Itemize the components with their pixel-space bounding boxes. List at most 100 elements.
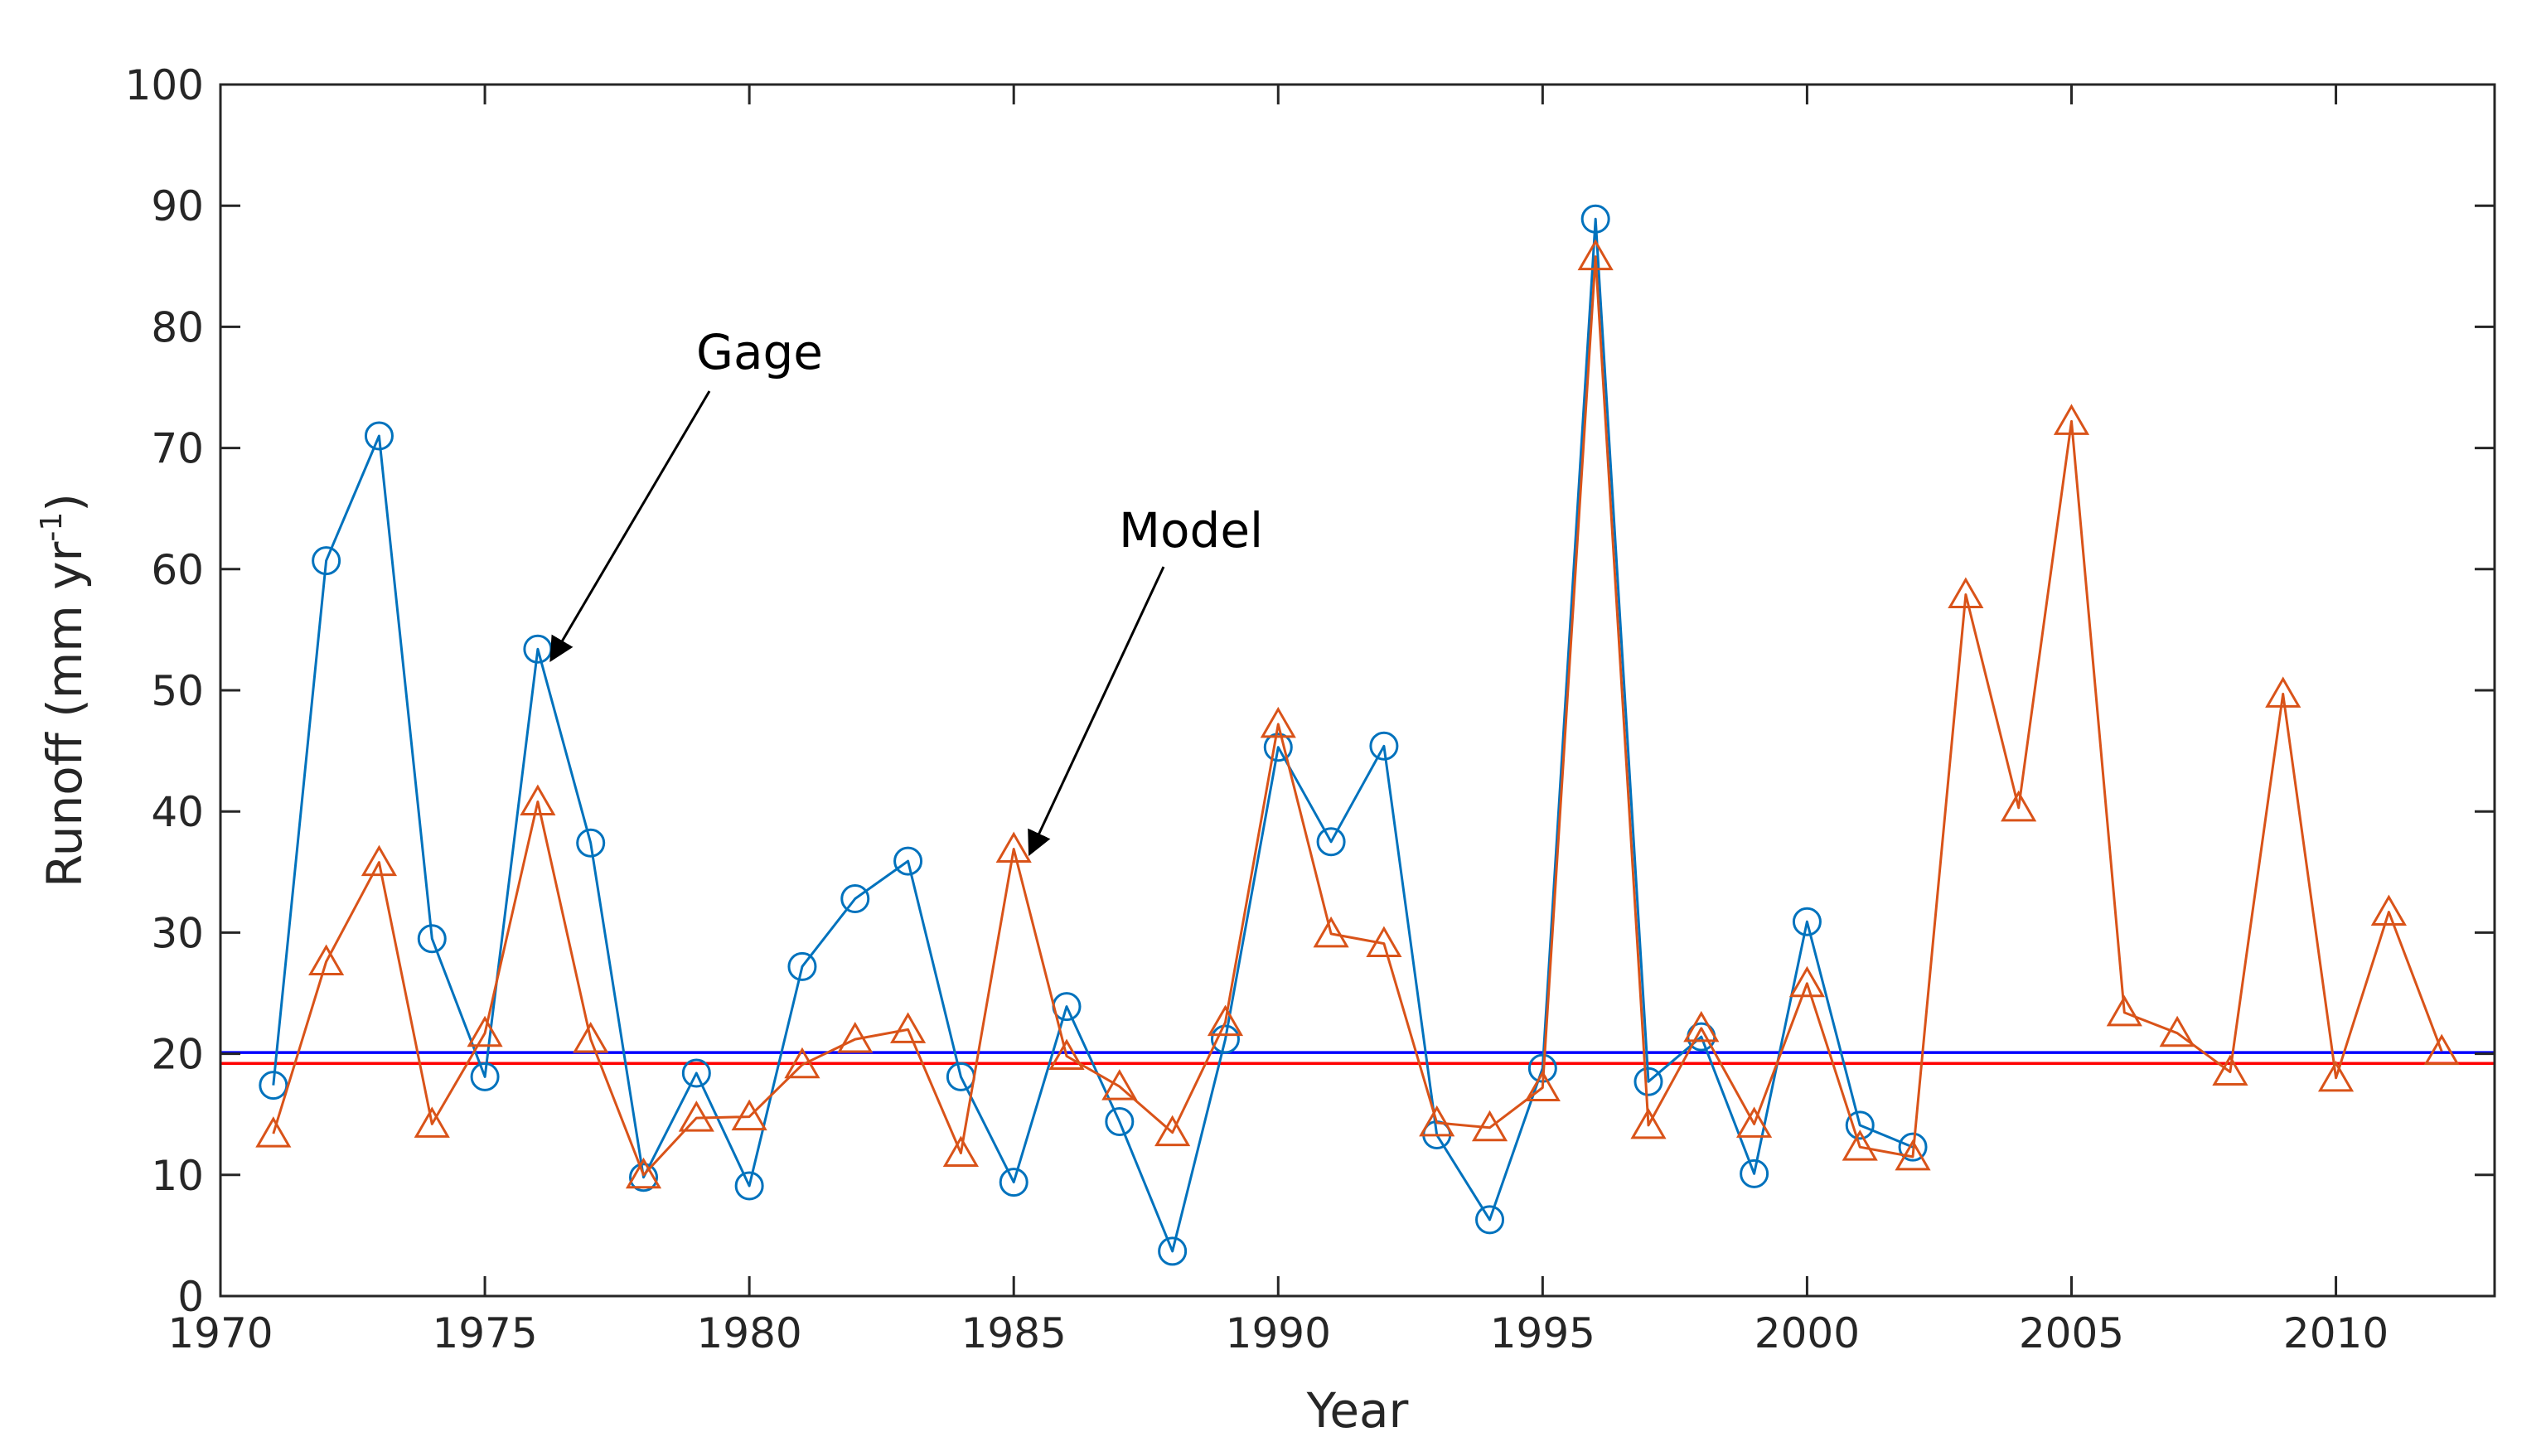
data-point xyxy=(2001,790,2037,822)
data-point xyxy=(731,1099,767,1131)
y-axis-title-close: ) xyxy=(36,493,93,512)
data-point xyxy=(1101,1069,1138,1100)
data-point xyxy=(255,1116,292,1148)
data-point xyxy=(893,846,923,876)
data-point xyxy=(1740,1159,1769,1188)
y-tick-label: 20 xyxy=(151,1031,204,1079)
data-point xyxy=(681,1058,711,1088)
y-tick-label: 70 xyxy=(151,425,204,473)
data-point xyxy=(942,1135,979,1167)
data-point xyxy=(1736,1106,1773,1138)
data-point xyxy=(1471,1110,1508,1142)
data-point xyxy=(840,883,870,913)
data-point xyxy=(1419,1105,1455,1137)
x-tick-label: 1970 xyxy=(167,1309,273,1357)
data-point xyxy=(1369,731,1399,761)
data-point xyxy=(414,1106,450,1138)
data-point xyxy=(1683,1010,1720,1042)
data-point xyxy=(1842,1129,1878,1161)
data-point xyxy=(787,951,817,981)
x-axis: 1970 1975 1980 1985 1990 1995 2000 2005 2010 xyxy=(167,85,2389,1357)
data-point xyxy=(1475,1205,1505,1235)
data-point xyxy=(2159,1015,2195,1047)
y-axis: 0 10 20 30 40 50 60 70 80 90 100 xyxy=(125,61,2495,1321)
data-point xyxy=(1895,1139,1931,1171)
model-annotation: Model xyxy=(1028,502,1263,857)
data-point xyxy=(573,1022,609,1053)
x-tick-label: 1985 xyxy=(961,1309,1067,1357)
data-point xyxy=(734,1171,764,1201)
y-axis-title-main: Runoff (mm yr xyxy=(36,541,93,887)
y-tick-label: 10 xyxy=(151,1152,204,1200)
series-line xyxy=(272,255,2443,1177)
data-point xyxy=(2317,1060,2355,1092)
x-tick-label: 2005 xyxy=(2019,1309,2124,1357)
data-point xyxy=(417,924,447,954)
plot-background xyxy=(220,85,2495,1296)
y-tick-label: 0 xyxy=(177,1273,204,1321)
model-annotation-arrow xyxy=(1028,566,1165,857)
data-point xyxy=(837,1022,874,1053)
data-point xyxy=(467,1015,503,1047)
x-tick-label: 2000 xyxy=(1754,1309,1860,1357)
data-point xyxy=(364,421,394,451)
y-tick-label: 50 xyxy=(151,667,204,715)
y-tick-label: 80 xyxy=(151,303,204,351)
x-tick-label: 2010 xyxy=(2283,1309,2389,1357)
y-tick-label: 100 xyxy=(125,61,204,109)
data-point xyxy=(1210,1024,1240,1054)
data-point xyxy=(1263,733,1293,762)
data-point xyxy=(1792,907,1822,936)
data-point xyxy=(1158,1236,1188,1266)
data-point xyxy=(784,1047,820,1079)
data-point xyxy=(361,844,398,877)
data-point xyxy=(1154,1115,1191,1147)
data-point xyxy=(1316,827,1346,857)
x-axis-title: Year xyxy=(1306,1382,1409,1439)
data-point xyxy=(629,1163,659,1192)
data-point xyxy=(1366,926,1402,958)
data-point xyxy=(1580,204,1610,234)
y-tick-label: 30 xyxy=(151,909,204,957)
data-point xyxy=(1105,1106,1135,1136)
data-point xyxy=(2212,1054,2248,1086)
data-point xyxy=(2370,894,2407,926)
data-point xyxy=(1898,1132,1928,1162)
x-tick-label: 1980 xyxy=(697,1309,802,1357)
data-point xyxy=(520,784,556,816)
data-point xyxy=(625,1157,662,1189)
data-point xyxy=(999,1168,1028,1197)
data-point xyxy=(1634,1067,1663,1096)
data-point xyxy=(889,1012,927,1043)
data-point xyxy=(1260,706,1296,738)
series-line xyxy=(272,217,1914,1253)
model-annotation-label: Model xyxy=(1119,502,1263,559)
data-point xyxy=(1207,1004,1244,1037)
data-point xyxy=(1845,1110,1875,1140)
series-model xyxy=(255,239,2460,1189)
gage-annotation-label: Gage xyxy=(696,324,823,380)
y-axis-title: Runoff (mm yr-1) xyxy=(35,493,93,888)
series-layer xyxy=(255,204,2460,1266)
data-point xyxy=(1577,239,1614,271)
data-point xyxy=(678,1100,714,1132)
data-point xyxy=(1048,1038,1085,1071)
x-tick-label: 1975 xyxy=(432,1309,537,1357)
data-point xyxy=(1313,916,1349,948)
y-tick-label: 60 xyxy=(151,546,204,594)
y-axis-title-superscript: -1 xyxy=(35,512,69,542)
gage-annotation: Gage xyxy=(549,324,823,663)
data-point xyxy=(1788,965,1826,998)
x-tick-label: 1995 xyxy=(1490,1309,1595,1357)
y-tick-label: 90 xyxy=(151,182,204,230)
data-point xyxy=(995,831,1032,863)
series-gage xyxy=(259,204,1928,1266)
gage-annotation-arrow xyxy=(549,390,711,663)
data-point xyxy=(312,546,341,576)
data-point xyxy=(470,1062,500,1091)
data-point xyxy=(2053,404,2090,435)
data-point xyxy=(259,1071,288,1100)
data-point xyxy=(1630,1107,1667,1139)
data-point xyxy=(2423,1033,2460,1066)
